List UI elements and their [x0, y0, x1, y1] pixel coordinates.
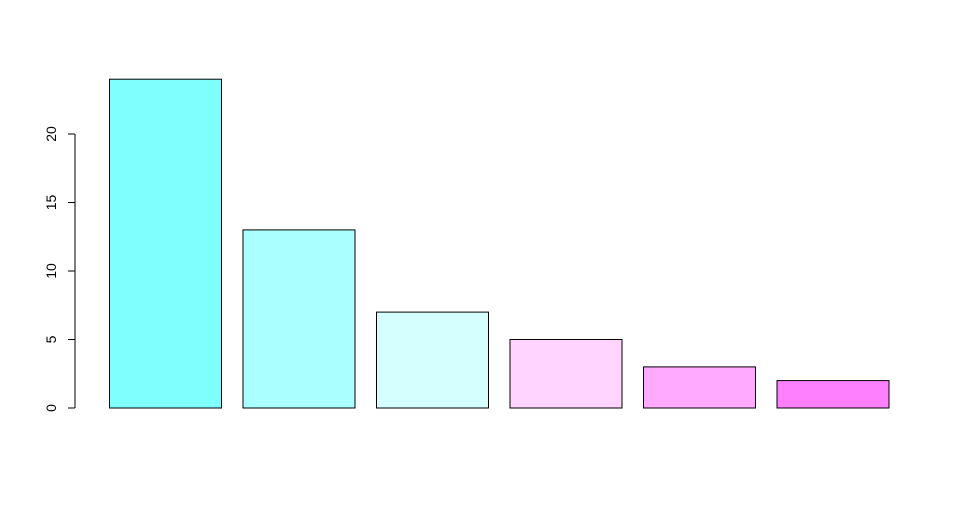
bar-2 — [242, 229, 356, 409]
bar-5 — [643, 366, 756, 409]
bar-4 — [509, 339, 623, 409]
y-tick-label: 15 — [43, 195, 59, 211]
y-tick-label: 20 — [43, 126, 59, 142]
bar-1 — [109, 78, 222, 409]
bar-3 — [376, 311, 489, 409]
y-axis: 0 5 10 15 20 — [43, 126, 76, 412]
bar-6 — [776, 380, 890, 409]
y-tick-label: 10 — [43, 263, 59, 279]
bars-group — [109, 78, 890, 409]
y-tick-label: 0 — [43, 404, 59, 412]
y-tick-label: 5 — [43, 335, 59, 343]
